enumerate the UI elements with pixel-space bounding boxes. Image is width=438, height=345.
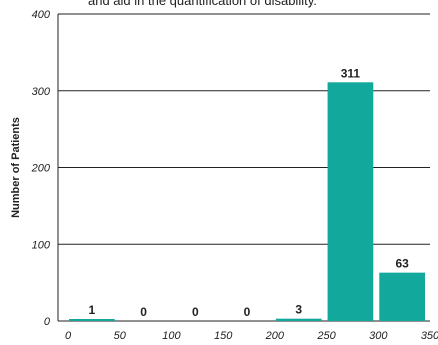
histogram-bar [275, 318, 322, 321]
y-axis-label: Number of Patients [10, 117, 22, 218]
y-tick-label: 300 [32, 86, 51, 98]
x-tick-label: 0 [65, 330, 72, 342]
x-tick-label: 50 [114, 330, 127, 342]
data-label: 1 [89, 303, 96, 317]
caption-text: and aid in the quantification of disabil… [88, 0, 317, 8]
y-tick-label: 100 [32, 239, 51, 251]
data-label: 0 [244, 305, 251, 319]
data-label: 311 [341, 66, 361, 80]
y-tick-label: 200 [31, 163, 51, 175]
x-tick-label: 100 [162, 330, 181, 342]
data-label: 0 [140, 305, 147, 319]
histogram-bar [379, 272, 425, 321]
x-tick-label: 300 [369, 330, 388, 342]
y-tick-label: 400 [32, 9, 51, 21]
x-tick-label: 250 [316, 330, 336, 342]
data-label: 3 [295, 303, 302, 317]
x-tick-label: 150 [214, 330, 233, 342]
histogram-bar [327, 82, 374, 322]
data-label: 0 [192, 305, 199, 319]
x-tick-label: 350 [421, 330, 438, 342]
data-label: 63 [395, 257, 409, 271]
y-tick-label: 0 [44, 316, 51, 328]
histogram-bar [69, 319, 115, 321]
x-tick-label: 200 [265, 330, 285, 342]
